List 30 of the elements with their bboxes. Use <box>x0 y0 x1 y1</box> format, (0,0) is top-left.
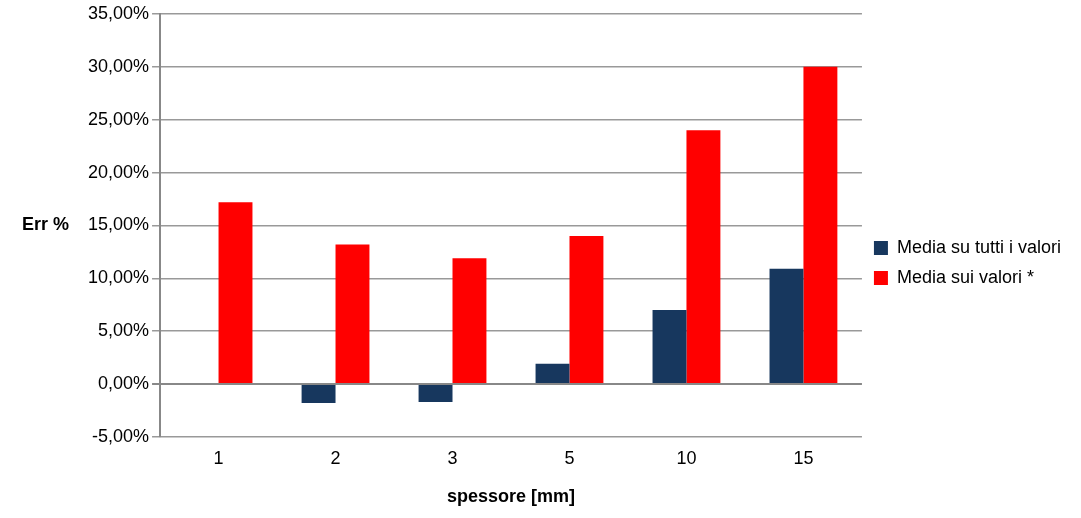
bar <box>569 235 604 383</box>
bar <box>686 130 721 383</box>
y-tick-label: 0,00% <box>98 372 150 393</box>
legend-label: Media su tutti i valori <box>896 236 1062 257</box>
bar <box>218 202 253 383</box>
y-tick-label: 35,00% <box>87 2 150 23</box>
y-tick-label: 5,00% <box>98 320 150 341</box>
bar <box>652 309 687 383</box>
x-tick-label: 1 <box>213 447 224 468</box>
x-axis-title: spessore [mm] <box>446 486 576 507</box>
x-tick-label: 2 <box>330 447 341 468</box>
x-tick-label: 15 <box>793 447 814 468</box>
bar <box>335 244 370 383</box>
y-axis-title: Err % <box>22 214 70 235</box>
bar <box>418 384 453 402</box>
bar <box>803 66 838 383</box>
y-tick-label: 25,00% <box>87 108 150 129</box>
bar <box>452 258 487 383</box>
x-tick-label: 10 <box>676 447 697 468</box>
x-tick-label: 5 <box>564 447 575 468</box>
y-tick-label: 15,00% <box>87 214 150 235</box>
bar <box>301 384 336 403</box>
bar <box>769 268 804 383</box>
y-tick-label: 20,00% <box>87 161 150 182</box>
y-tick-label: 30,00% <box>87 55 150 76</box>
y-tick-label: 10,00% <box>87 267 150 288</box>
y-tick-label: -5,00% <box>92 425 150 446</box>
x-tick-label: 3 <box>447 447 458 468</box>
bar <box>535 363 570 383</box>
legend-label: Media sui valori * <box>896 266 1034 287</box>
